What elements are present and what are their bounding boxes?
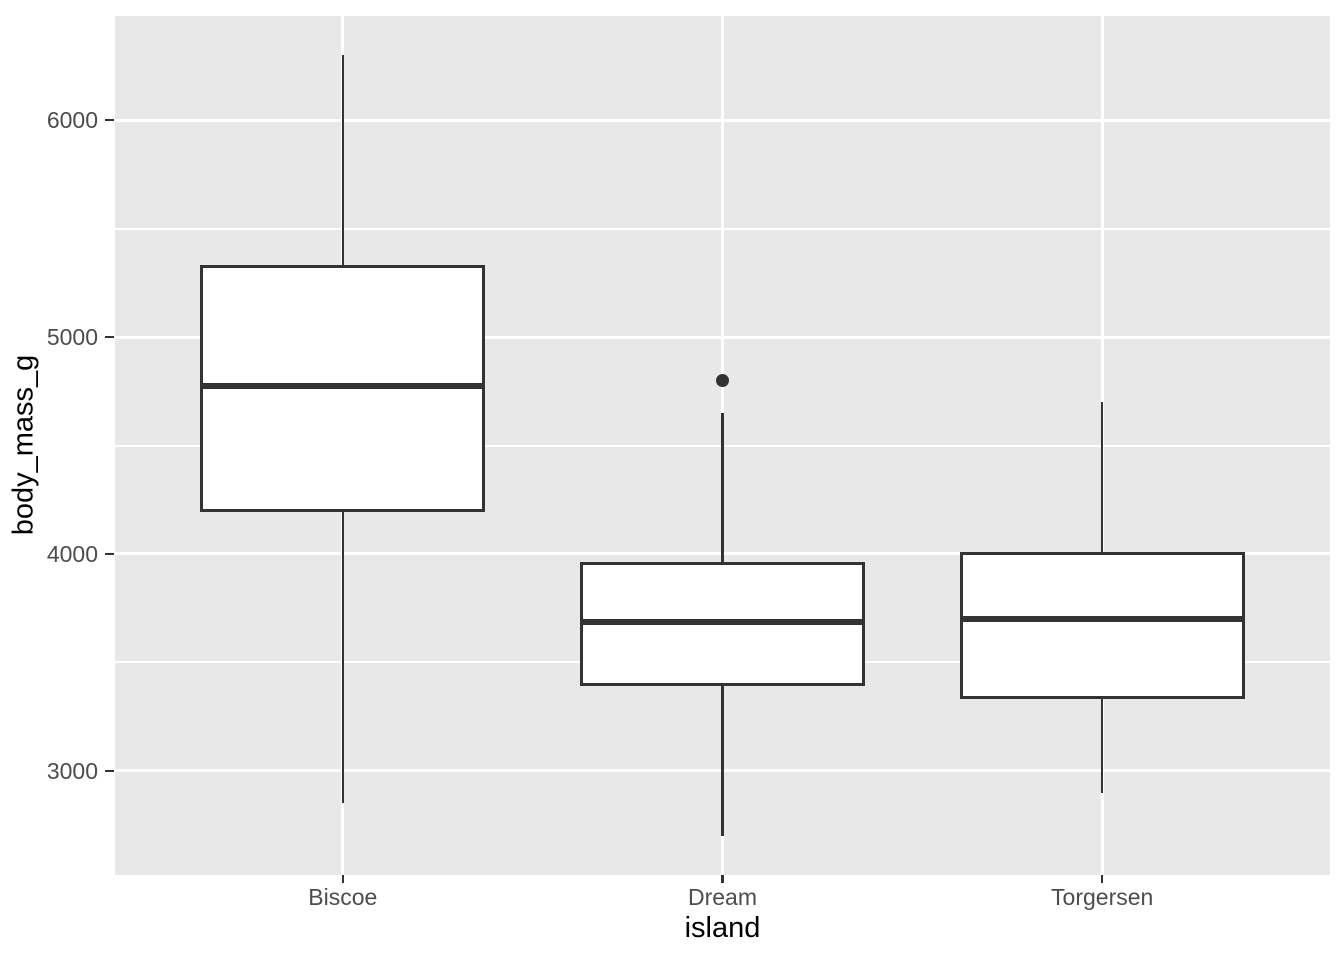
x-tick-label: Torgersen — [1051, 884, 1154, 910]
iqr-box — [959, 552, 1245, 700]
x-axis-title: island — [684, 912, 761, 944]
median-line — [583, 618, 862, 625]
x-tick-mark — [341, 875, 345, 883]
x-tick-mark — [721, 875, 724, 883]
median-line — [962, 616, 1242, 623]
outlier-point — [716, 373, 729, 387]
y-tick-label: 6000 — [46, 107, 98, 134]
x-tick-mark — [1100, 875, 1104, 883]
median-line — [203, 382, 483, 389]
lower-whisker — [1100, 697, 1104, 793]
x-tick-label: Biscoe — [308, 884, 378, 910]
lower-whisker — [341, 510, 345, 804]
y-axis-title: body_mass_g — [7, 354, 40, 536]
y-tick-mark — [105, 769, 114, 773]
x-tick-label: Dream — [687, 884, 757, 910]
y-tick-label: 3000 — [46, 757, 98, 784]
upper-whisker — [1100, 402, 1104, 554]
y-tick-mark — [105, 335, 114, 339]
y-tick-mark — [105, 118, 114, 122]
upper-whisker — [721, 412, 724, 564]
upper-whisker — [341, 55, 345, 267]
lower-whisker — [721, 684, 724, 836]
y-tick-mark — [105, 552, 114, 556]
y-tick-label: 5000 — [46, 324, 98, 351]
plot-panel — [115, 16, 1330, 875]
y-tick-label: 4000 — [46, 540, 98, 567]
